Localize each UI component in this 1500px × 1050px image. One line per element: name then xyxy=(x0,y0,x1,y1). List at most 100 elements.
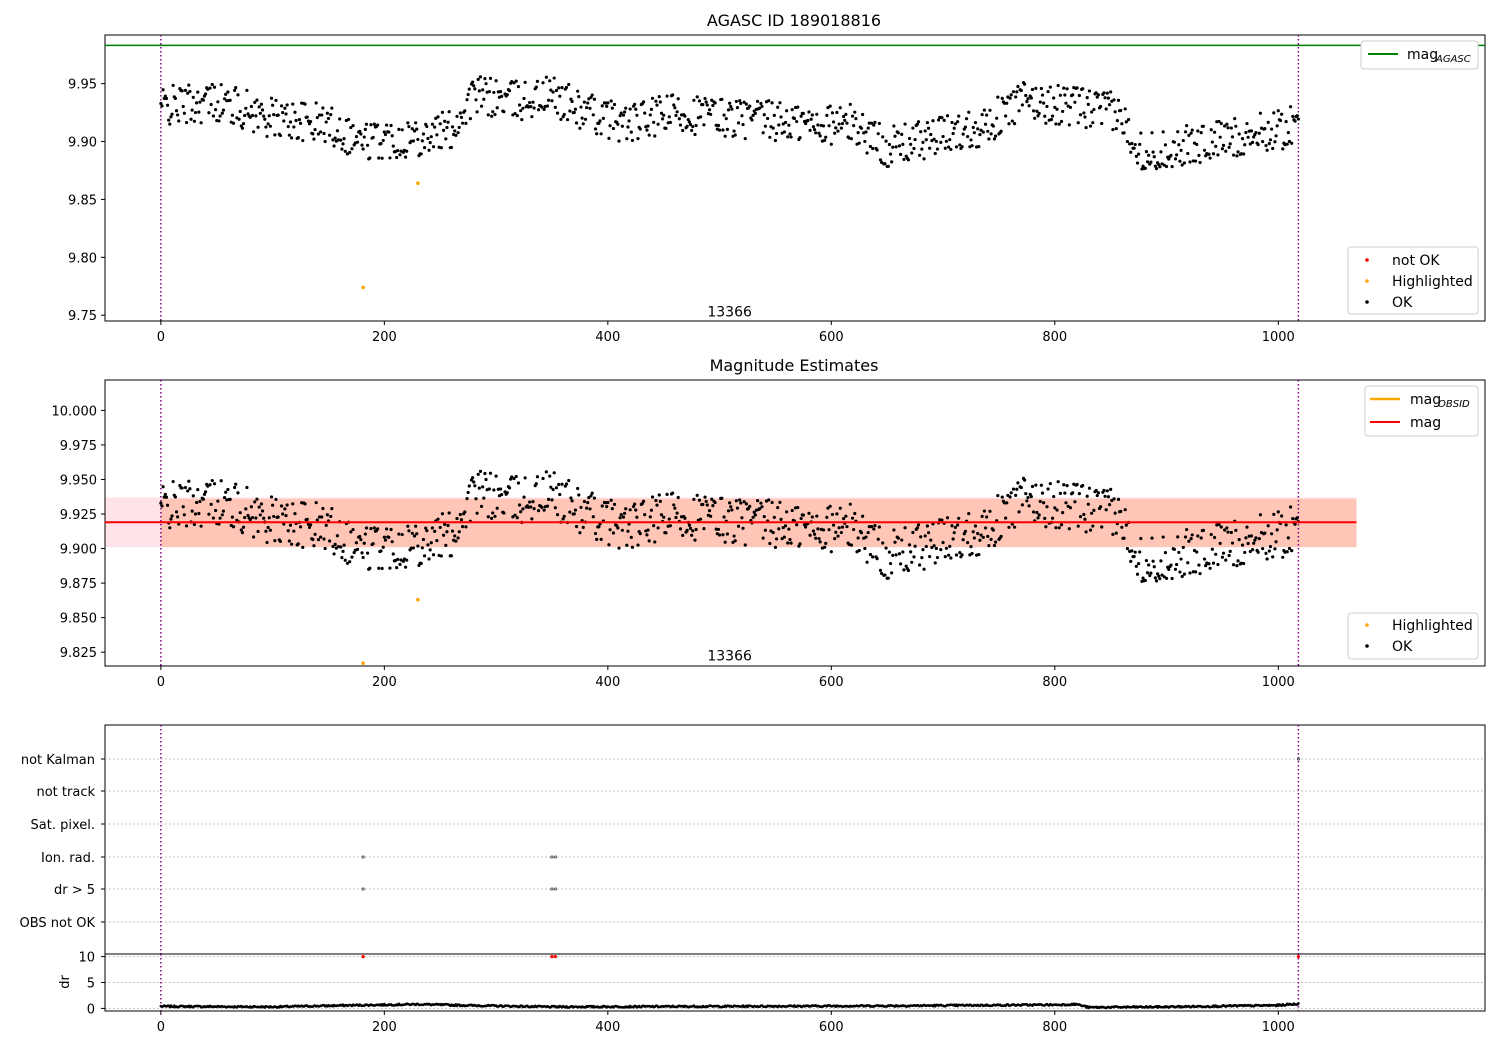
estimates-ok-point xyxy=(857,548,861,553)
estimates-ok-point xyxy=(549,485,553,489)
agasc-ok-point xyxy=(732,129,736,133)
estimates-ok-point xyxy=(1002,501,1007,505)
agasc-ok-point xyxy=(630,138,635,143)
agasc-ok-point xyxy=(1276,109,1280,113)
estimates-ok-point xyxy=(532,506,536,511)
estimates-x-tick-label: 400 xyxy=(595,675,620,690)
agasc-ok-point xyxy=(929,132,933,137)
agasc-ok-point xyxy=(238,109,242,114)
agasc-ok-point xyxy=(505,93,509,97)
estimates-ok-point xyxy=(701,502,705,507)
estimates-ok-point xyxy=(1183,535,1188,539)
estimates-ok-point xyxy=(507,486,512,490)
estimates-ok-point xyxy=(322,537,326,541)
estimates-ok-point xyxy=(795,523,799,527)
estimates-ok-point xyxy=(837,526,841,530)
agasc-ok-point xyxy=(1237,132,1241,136)
agasc-ok-point xyxy=(864,130,868,134)
agasc-ok-point xyxy=(192,119,196,123)
agasc-ok-point xyxy=(677,117,681,121)
estimates-y-tick-label: 9.900 xyxy=(60,543,97,558)
agasc-ok-point xyxy=(430,122,435,126)
estimates-ok-point xyxy=(878,568,883,573)
agasc-ok-point xyxy=(1286,130,1290,135)
agasc-ok-point xyxy=(726,108,731,112)
agasc-ok-point xyxy=(910,151,914,155)
agasc-ok-point xyxy=(1172,140,1176,144)
agasc-ok-point xyxy=(818,134,822,138)
agasc-series-legend-box xyxy=(1347,246,1479,315)
estimates-ok-point xyxy=(833,537,837,541)
agasc-ok-point xyxy=(1271,146,1275,151)
agasc-ok-point xyxy=(601,116,605,120)
agasc-ok-point xyxy=(943,146,947,150)
agasc-ok-point xyxy=(411,139,416,143)
estimates-ok-point xyxy=(1054,526,1058,530)
agasc-ok-point xyxy=(1025,100,1029,104)
estimates-ok-point xyxy=(349,530,353,534)
estimates-ok-point xyxy=(1207,562,1211,566)
estimates-ok-point xyxy=(1006,493,1010,498)
agasc-ok-point xyxy=(387,130,391,134)
agasc-ok-point xyxy=(1019,88,1023,93)
agasc-ok-point xyxy=(361,147,365,151)
estimates-ok-point xyxy=(1218,541,1222,545)
agasc-ok-point xyxy=(1236,150,1240,154)
estimates-ok-point xyxy=(201,497,205,501)
estimates-ok-point xyxy=(1178,570,1182,574)
estimates-ok-point xyxy=(1052,494,1056,499)
agasc-ok-point xyxy=(768,135,772,139)
estimates-ok-point xyxy=(1078,515,1083,519)
agasc-ok-point xyxy=(1179,148,1183,152)
estimates-ok-point xyxy=(1186,561,1190,565)
agasc-ok-point xyxy=(652,120,656,124)
agasc-ok-point xyxy=(958,143,962,147)
agasc-ok-point xyxy=(1214,144,1218,148)
estimates-ok-point xyxy=(900,538,904,542)
estimates-ok-point xyxy=(993,540,998,544)
estimates-ok-point xyxy=(1025,499,1029,503)
agasc-ok-point xyxy=(888,152,893,156)
estimates-ok-point xyxy=(471,476,475,480)
estimates-ok-point xyxy=(1084,530,1088,534)
agasc-ok-point xyxy=(191,95,195,99)
estimates-ok-point xyxy=(1154,579,1159,583)
agasc-ok-point xyxy=(369,123,373,127)
agasc-ok-point xyxy=(350,147,354,151)
agasc-ok-point xyxy=(671,93,675,97)
flag-point xyxy=(553,887,557,891)
agasc-ok-point xyxy=(849,137,854,141)
estimates-ok-point xyxy=(774,537,779,541)
agasc-ok-point xyxy=(552,76,556,80)
estimates-ok-point xyxy=(266,525,270,530)
agasc-ok-point xyxy=(730,107,734,111)
estimates-ok-point xyxy=(1027,504,1031,508)
agasc-ok-point xyxy=(585,106,589,110)
agasc-ok-point xyxy=(657,95,661,99)
agasc-ok-point xyxy=(569,97,573,101)
estimates-ok-point xyxy=(616,526,620,530)
agasc-ok-point xyxy=(439,146,443,150)
estimates-ok-point xyxy=(191,494,195,498)
agasc-ok-point xyxy=(453,129,457,133)
estimates-ok-point xyxy=(897,552,902,556)
agasc-ok-point xyxy=(351,123,355,128)
estimates-ok-point xyxy=(1063,491,1067,495)
estimates-ok-point xyxy=(1067,527,1071,531)
estimates-ok-point xyxy=(1226,530,1230,534)
estimates-ok-point xyxy=(482,496,486,500)
agasc-ok-point xyxy=(697,99,702,103)
estimates-ok-point xyxy=(528,500,532,504)
agasc-ok-point xyxy=(977,144,981,149)
agasc-ok-point xyxy=(482,97,486,101)
agasc-ok-point xyxy=(617,139,621,143)
agasc-ok-point xyxy=(380,156,384,160)
agasc-ok-point xyxy=(1106,96,1111,100)
estimates-ok-point xyxy=(940,518,944,522)
estimates-ok-point xyxy=(260,509,265,513)
agasc-ok-point xyxy=(762,113,766,117)
agasc-ok-point xyxy=(675,110,679,114)
estimates-ok-point xyxy=(693,538,697,542)
estimates-ok-point xyxy=(789,541,793,545)
